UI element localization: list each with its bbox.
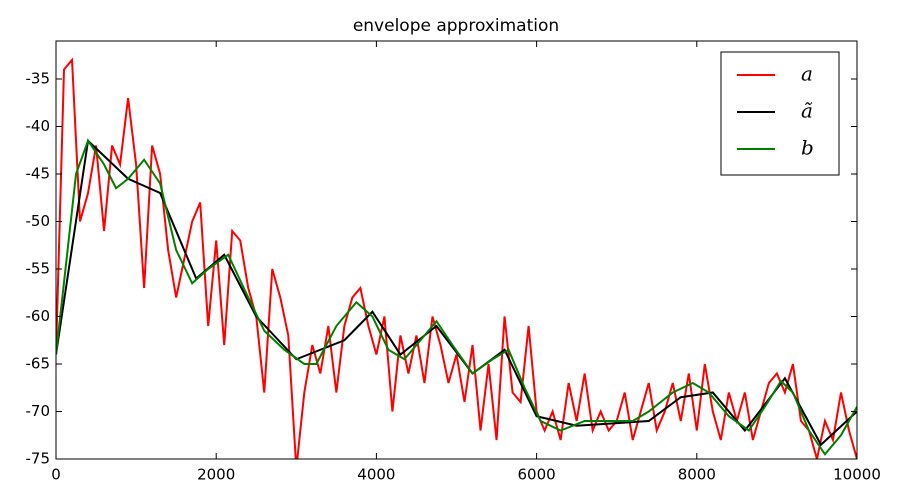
y-tick-label: -65 (26, 355, 51, 373)
legend-label: b (801, 136, 814, 160)
y-tick-label: -40 (26, 117, 51, 135)
series-line (56, 138, 857, 456)
y-tick-label: -35 (26, 70, 51, 88)
x-tick-label: 6000 (518, 466, 556, 484)
legend-box (720, 51, 840, 176)
x-tick-label: 4000 (357, 466, 395, 484)
y-tick-label: -50 (26, 212, 51, 230)
legend-label: a (801, 62, 813, 86)
x-tick-label: 2000 (197, 466, 235, 484)
y-tick-label: -55 (26, 260, 51, 278)
y-tick-label: -60 (26, 307, 51, 325)
series-line (56, 138, 857, 447)
y-tick-label: -70 (26, 402, 51, 420)
x-tick-label: 10000 (833, 466, 881, 484)
y-tick-label: -75 (26, 450, 51, 468)
legend-label: ã (801, 99, 813, 123)
series-line (56, 57, 857, 459)
y-tick-label: -45 (26, 165, 51, 183)
x-tick-label: 8000 (678, 466, 716, 484)
axes-frame (55, 40, 858, 460)
chart-title: envelope approximation (353, 16, 559, 36)
plot-area (56, 57, 857, 459)
x-tick-label: 0 (51, 466, 61, 484)
